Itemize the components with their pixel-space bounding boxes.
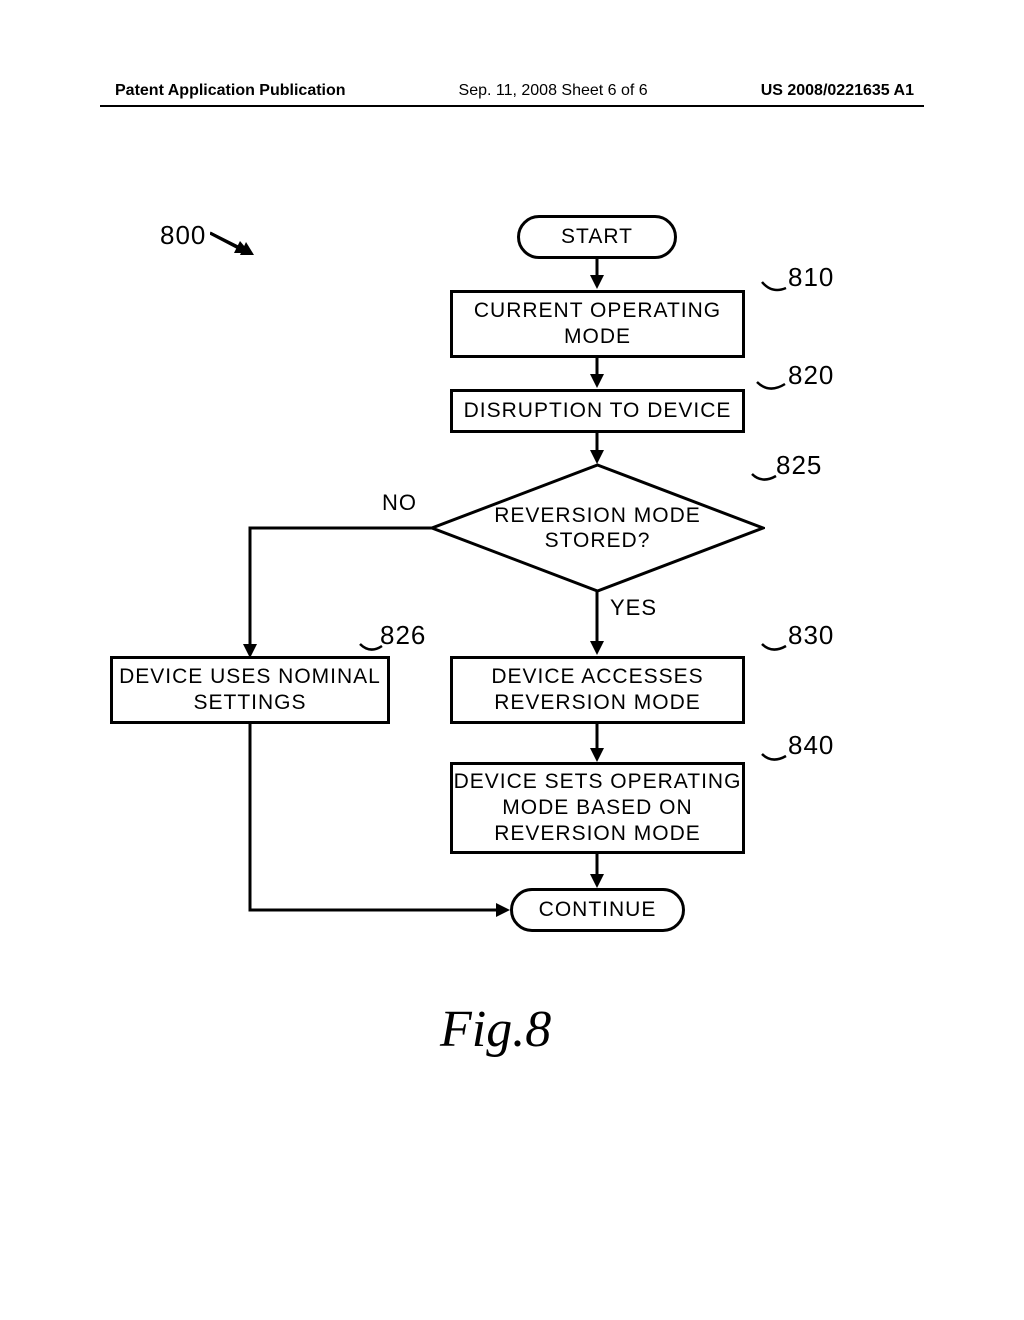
step820-label: DISRUPTION TO DEVICE (464, 398, 732, 424)
node-810: CURRENT OPERATING MODE (450, 290, 745, 358)
ref-826: 826 (380, 620, 426, 651)
step826-label: DEVICE USES NOMINAL SETTINGS (119, 664, 381, 717)
ref-820: 820 (788, 360, 834, 391)
ref-825: 825 (776, 450, 822, 481)
ref-830: 830 (788, 620, 834, 651)
start-label: START (561, 224, 633, 250)
arrow-820-825 (590, 433, 604, 466)
header-rule (100, 105, 924, 107)
arrow-810-820 (590, 358, 604, 390)
ref-840-tick (760, 750, 790, 768)
arrow-start-810 (590, 259, 604, 291)
arrow-825-830 (590, 591, 604, 657)
arrow-826-continue (240, 724, 530, 924)
arrow-840-continue (590, 854, 604, 890)
node-start: START (517, 215, 677, 259)
ref-810-tick (760, 280, 790, 298)
decision825-label: REVERSION MODE STORED? (430, 503, 765, 553)
ref-800-pointer (210, 225, 270, 265)
ref-830-tick (760, 640, 790, 658)
node-826: DEVICE USES NOMINAL SETTINGS (110, 656, 390, 724)
ref-820-tick (755, 378, 789, 396)
flowchart: 800 START CURRENT OPERATING MODE 810 DIS… (100, 200, 924, 1100)
figure-caption: Fig.8 (440, 1000, 551, 1059)
page-header: Patent Application Publication Sep. 11, … (0, 82, 1024, 100)
arrow-830-840 (590, 724, 604, 764)
node-continue: CONTINUE (510, 888, 685, 932)
step830-label: DEVICE ACCESSES REVERSION MODE (491, 664, 703, 717)
header-mid: Sep. 11, 2008 Sheet 6 of 6 (459, 82, 648, 100)
node-825: REVERSION MODE STORED? (430, 463, 765, 593)
ref-810: 810 (788, 262, 834, 293)
continue-label: CONTINUE (539, 897, 657, 923)
ref-840: 840 (788, 730, 834, 761)
header-left: Patent Application Publication (115, 82, 346, 100)
step810-label: CURRENT OPERATING MODE (474, 298, 721, 351)
header-right: US 2008/0221635 A1 (761, 82, 914, 100)
node-830: DEVICE ACCESSES REVERSION MODE (450, 656, 745, 724)
edge-yes-label: YES (610, 595, 657, 621)
ref-800: 800 (160, 220, 206, 251)
node-820: DISRUPTION TO DEVICE (450, 389, 745, 433)
edge-no-label: NO (382, 490, 417, 516)
ref-825-tick (750, 470, 780, 488)
